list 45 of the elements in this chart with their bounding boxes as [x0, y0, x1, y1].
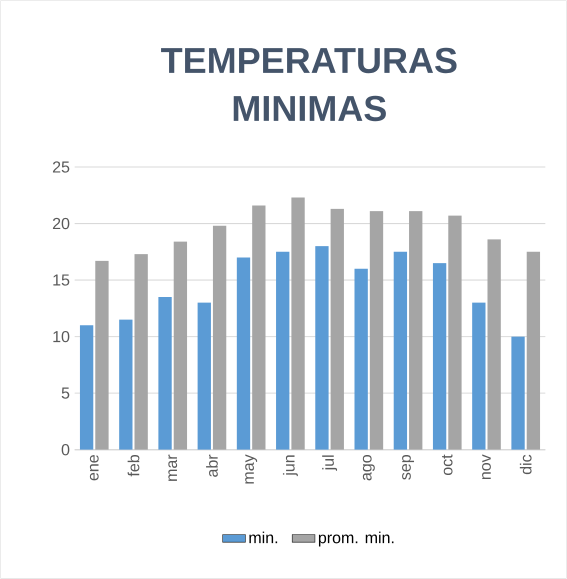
x-tick-label: jul [322, 455, 338, 471]
bar [315, 246, 329, 450]
bar [370, 211, 384, 450]
x-tick-label: jun [282, 455, 298, 476]
y-tick-label: 10 [53, 330, 70, 342]
bar [394, 252, 408, 450]
bar [354, 268, 368, 450]
x-tick-label: mar [168, 454, 178, 481]
x-tick-label: ene [90, 455, 99, 480]
bar [472, 302, 486, 450]
bar [198, 302, 211, 450]
x-tick-label: abr [206, 454, 218, 477]
bar [252, 205, 266, 450]
bar [212, 226, 226, 450]
y-tick-label: 5 [62, 388, 70, 399]
y-tick-label: 20 [52, 218, 70, 230]
bar [134, 254, 148, 450]
x-tick-label: dic [520, 454, 532, 474]
bar [236, 257, 250, 450]
bar [526, 252, 540, 450]
y-tick-label: 25 [52, 161, 70, 173]
x-tick-label: oct [442, 454, 453, 476]
bar [432, 263, 446, 450]
x-tick-label: sep [402, 455, 414, 480]
bar [409, 211, 422, 450]
bar [487, 239, 501, 450]
x-tick-label: ago [362, 455, 375, 480]
y-tick-label: 15 [53, 274, 70, 286]
bar [119, 320, 132, 450]
x-tick-label: may [245, 454, 258, 484]
bar [95, 260, 109, 450]
bar [291, 198, 305, 450]
bar [276, 252, 290, 450]
legend-label: min. [249, 532, 278, 544]
bar [174, 242, 188, 450]
bar [80, 325, 94, 450]
bar [511, 336, 525, 450]
x-tick-label: nov [482, 454, 491, 480]
bar [448, 216, 462, 450]
legend-label: prom. min. [318, 532, 394, 546]
y-tick-label: 0 [62, 444, 70, 456]
chart-title: TEMPERATURAS MINIMAS [161, 48, 457, 122]
bar [158, 297, 172, 450]
x-tick-label: feb [128, 455, 140, 476]
bar [330, 208, 344, 450]
